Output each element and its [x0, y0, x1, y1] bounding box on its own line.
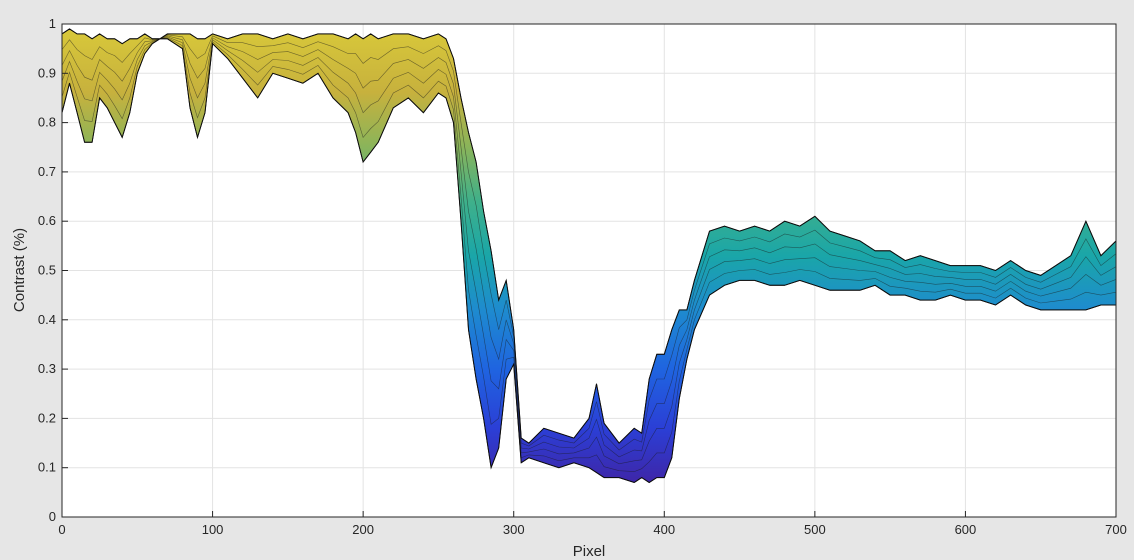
- y-axis-label: Contrast (%): [11, 228, 28, 312]
- tick-labels: 0 100 200 300 400 500 600 700 0 0.1 0.2 0.3 0.4 0.5 0.…: [38, 16, 1127, 537]
- x-tick-label: 200: [352, 522, 374, 537]
- y-tick-label: 0.5: [38, 263, 56, 278]
- y-tick-label: 0.8: [38, 115, 56, 130]
- y-tick-label: 0.2: [38, 410, 56, 425]
- x-tick-label: 500: [804, 522, 826, 537]
- y-tick-label: 1: [49, 16, 56, 31]
- y-tick-label: 0.7: [38, 164, 56, 179]
- band-outline: [62, 28, 1116, 484]
- x-tick-label: 300: [503, 522, 525, 537]
- mesh-line: [62, 35, 1116, 458]
- y-tick-label: 0: [49, 509, 56, 524]
- y-tick-label: 0.3: [38, 361, 56, 376]
- x-axis-label: Pixel: [573, 543, 606, 560]
- x-tick-label: 0: [58, 522, 65, 537]
- x-tick-label: 600: [955, 522, 977, 537]
- x-tick-label: 100: [202, 522, 224, 537]
- tick-marks: [61, 23, 1117, 518]
- y-tick-label: 0.1: [38, 460, 56, 475]
- y-tick-label: 0.9: [38, 65, 56, 80]
- mesh-line: [62, 37, 1116, 472]
- y-tick-label: 0.6: [38, 213, 56, 228]
- mesh-line: [62, 34, 1116, 451]
- data-surface: [62, 28, 1116, 484]
- mesh-line: [62, 36, 1116, 465]
- y-tick-label: 0.4: [38, 312, 56, 327]
- x-tick-label: 700: [1105, 522, 1127, 537]
- x-tick-label: 400: [653, 522, 675, 537]
